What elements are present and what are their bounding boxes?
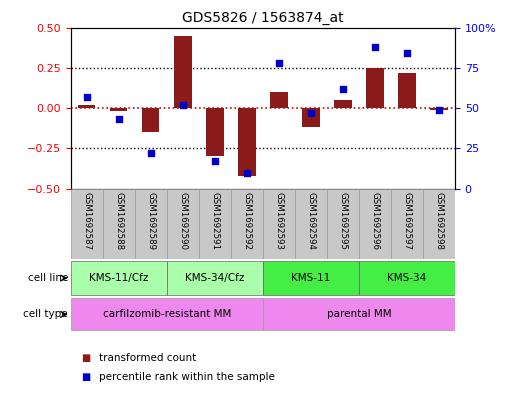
Text: cell type: cell type [24,309,68,320]
Bar [103,189,135,259]
Bar [263,189,295,259]
Point [403,50,411,57]
Bar [295,189,327,259]
Text: KMS-11: KMS-11 [291,273,331,283]
Point [275,60,283,66]
Point [178,102,187,108]
Text: transformed count: transformed count [99,353,197,363]
Text: cell line: cell line [28,273,68,283]
Text: GSM1692589: GSM1692589 [146,192,155,250]
Bar [430,108,448,110]
Title: GDS5826 / 1563874_at: GDS5826 / 1563874_at [182,11,344,25]
Bar [359,189,391,259]
Text: KMS-34: KMS-34 [388,273,427,283]
Text: ■: ■ [81,372,90,382]
Text: GSM1692598: GSM1692598 [435,192,444,250]
Bar [359,261,455,295]
Text: GSM1692590: GSM1692590 [178,192,187,250]
Text: GSM1692588: GSM1692588 [114,192,123,250]
Bar [206,108,223,156]
Point [146,150,155,156]
Bar [327,189,359,259]
Text: parental MM: parental MM [326,309,391,320]
Point [435,107,443,113]
Bar [167,261,263,295]
Text: GSM1692591: GSM1692591 [210,192,219,250]
Text: GSM1692587: GSM1692587 [82,192,91,250]
Point [306,110,315,116]
Text: carfilzomib-resistant MM: carfilzomib-resistant MM [103,309,231,320]
Text: GSM1692592: GSM1692592 [242,192,251,250]
Text: KMS-11/Cfz: KMS-11/Cfz [89,273,149,283]
Bar [231,189,263,259]
Bar [167,189,199,259]
Text: ■: ■ [81,353,90,363]
Text: KMS-34/Cfz: KMS-34/Cfz [185,273,244,283]
Point [339,86,347,92]
Bar [302,108,320,127]
Bar [238,108,256,176]
Text: GSM1692595: GSM1692595 [338,192,347,250]
Bar [263,261,359,295]
Bar [263,299,455,330]
Text: GSM1692597: GSM1692597 [403,192,412,250]
Bar [391,189,423,259]
Bar [142,108,160,132]
Bar [78,105,95,108]
Bar [398,73,416,108]
Point [115,116,123,123]
Bar [423,189,455,259]
Bar [71,189,103,259]
Bar [71,299,263,330]
Text: GSM1692593: GSM1692593 [275,192,283,250]
Bar [110,108,128,111]
Point [211,158,219,164]
Bar [334,100,351,108]
Text: GSM1692594: GSM1692594 [306,192,315,250]
Text: GSM1692596: GSM1692596 [370,192,379,250]
Point [83,94,91,100]
Bar [199,189,231,259]
Bar [135,189,167,259]
Text: percentile rank within the sample: percentile rank within the sample [99,372,275,382]
Bar [71,261,167,295]
Point [243,169,251,176]
Bar [174,35,191,108]
Bar [270,92,288,108]
Bar [366,68,384,108]
Point [371,44,379,50]
